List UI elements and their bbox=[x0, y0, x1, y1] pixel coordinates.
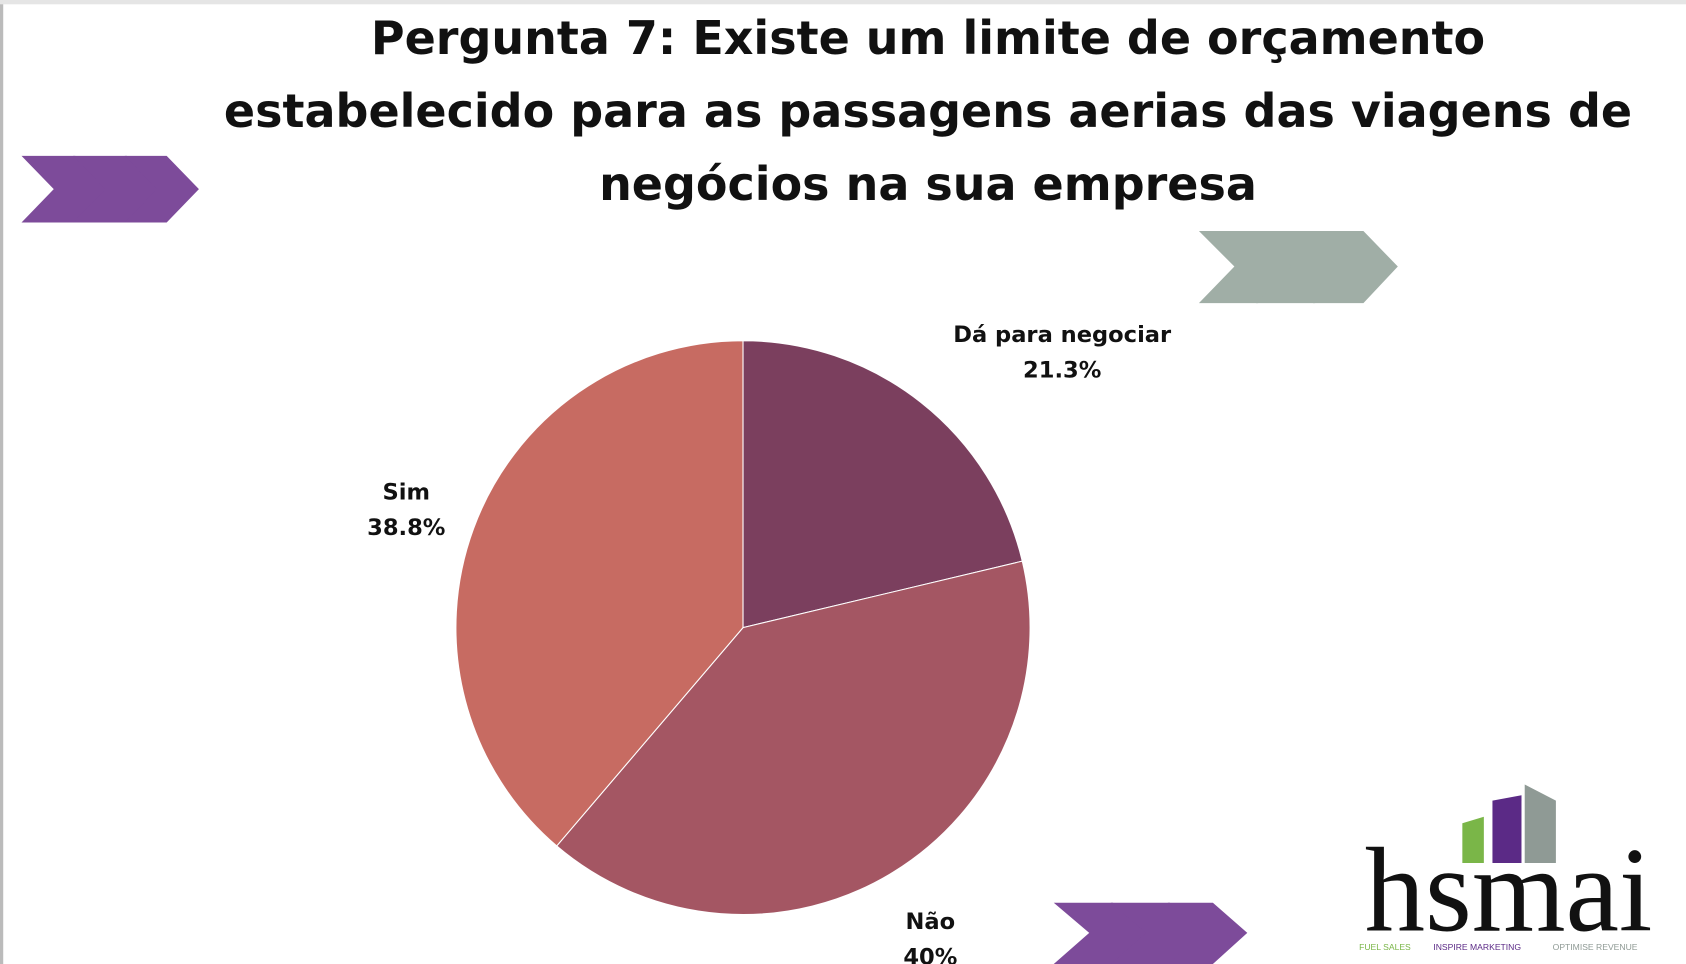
chevrons bbox=[1198, 231, 1398, 304]
pie-slice bbox=[455, 340, 744, 847]
logo-icon bbox=[1462, 784, 1556, 863]
chart-title: Pergunta 7: Existe um limite de orçament… bbox=[223, 11, 1633, 211]
slice-label: Sim bbox=[383, 479, 431, 505]
pie-slice bbox=[742, 340, 1023, 629]
slice-value-label: 21.3% bbox=[1023, 357, 1101, 383]
slice-label: Dá para negociar bbox=[953, 322, 1172, 348]
logo-tagline: OPTIMISE REVENUE bbox=[1553, 942, 1638, 952]
slice-value-label: 38.8% bbox=[367, 515, 445, 541]
logo-tagline: INSPIRE MARKETING bbox=[1433, 942, 1521, 952]
slice-label: Não bbox=[906, 909, 956, 935]
pie-slice bbox=[555, 560, 1031, 916]
chevrons bbox=[21, 155, 199, 223]
logo-text: hsmai bbox=[1365, 825, 1653, 958]
logo-tagline: FUEL SALES bbox=[1359, 942, 1411, 952]
edge bbox=[0, 0, 1686, 5]
edge bbox=[0, 0, 4, 964]
chevrons bbox=[1053, 902, 1248, 964]
slice-value-label: 40% bbox=[903, 945, 957, 964]
